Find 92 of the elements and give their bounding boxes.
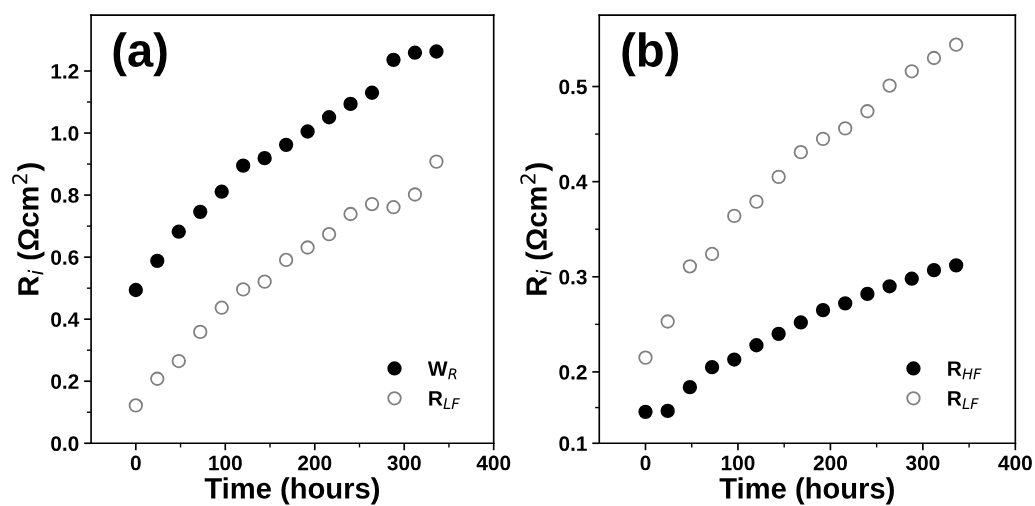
point bbox=[343, 96, 358, 112]
point bbox=[407, 187, 423, 202]
point bbox=[128, 282, 143, 298]
point bbox=[257, 274, 272, 289]
point bbox=[860, 286, 875, 302]
point bbox=[727, 208, 742, 224]
point bbox=[660, 314, 675, 329]
point bbox=[949, 37, 964, 52]
point bbox=[321, 227, 337, 242]
point bbox=[343, 206, 358, 222]
x-axis-title: Time (hours) bbox=[719, 477, 894, 505]
x-tick-label: 400 bbox=[998, 455, 1032, 471]
point bbox=[882, 78, 897, 93]
x-tick-label: 400 bbox=[476, 455, 511, 471]
point bbox=[860, 104, 875, 119]
point bbox=[704, 246, 720, 262]
y-tick-label: 1.0 bbox=[51, 126, 79, 141]
point bbox=[429, 44, 444, 59]
annotation: (a) bbox=[113, 32, 167, 77]
point bbox=[727, 352, 742, 367]
y-tick-label: 1.2 bbox=[51, 64, 79, 79]
point bbox=[193, 324, 208, 340]
point bbox=[407, 45, 423, 60]
point bbox=[214, 184, 229, 199]
y-tick-label: 0.1 bbox=[559, 436, 587, 452]
point bbox=[386, 200, 401, 215]
y-tick-label: 0.6 bbox=[51, 250, 79, 265]
legend-label: W$_{R}$ bbox=[427, 361, 457, 380]
point bbox=[171, 353, 186, 369]
y-tick-label: 0.8 bbox=[51, 188, 79, 203]
point bbox=[749, 194, 764, 209]
y-tick-label: 0.2 bbox=[51, 374, 79, 389]
point bbox=[749, 338, 764, 353]
point bbox=[904, 271, 919, 286]
point bbox=[300, 124, 315, 139]
point bbox=[300, 240, 315, 255]
x-tick-label: 200 bbox=[813, 455, 847, 471]
point bbox=[771, 326, 786, 342]
point bbox=[926, 50, 942, 66]
x-tick-label: 0 bbox=[130, 455, 141, 471]
point bbox=[128, 398, 143, 413]
y-tick-label: 0.0 bbox=[51, 436, 79, 452]
y-tick-label: 0.3 bbox=[559, 269, 587, 285]
point bbox=[815, 302, 831, 318]
point bbox=[236, 158, 251, 173]
point bbox=[793, 315, 808, 330]
point bbox=[682, 259, 698, 274]
point bbox=[771, 169, 786, 185]
point bbox=[949, 258, 964, 273]
point bbox=[704, 359, 720, 375]
point bbox=[171, 224, 186, 239]
point bbox=[838, 121, 853, 136]
point bbox=[838, 296, 853, 311]
point bbox=[638, 404, 653, 420]
point bbox=[321, 110, 337, 125]
legend-label: R$_{HF}$ bbox=[948, 361, 982, 380]
point bbox=[793, 145, 808, 160]
legend-label: R$_{LF}$ bbox=[429, 391, 460, 409]
point bbox=[926, 262, 942, 278]
point bbox=[278, 137, 294, 152]
x-tick-label: 300 bbox=[905, 455, 940, 471]
annotation: (b) bbox=[622, 32, 679, 77]
x-tick-label: 100 bbox=[721, 455, 755, 471]
x-axis-title: Time (hours) bbox=[204, 477, 379, 505]
y-axis-title: R$_{i}$ (Ωcm$^{2}$) bbox=[520, 163, 553, 295]
y-tick-label: 0.4 bbox=[559, 174, 588, 190]
point bbox=[257, 151, 272, 166]
point bbox=[364, 85, 380, 100]
point bbox=[815, 131, 831, 147]
point bbox=[150, 371, 165, 386]
point bbox=[682, 379, 698, 395]
y-tick-label: 0.4 bbox=[51, 312, 80, 327]
legend-label: R$_{LF}$ bbox=[948, 391, 979, 409]
point bbox=[882, 279, 897, 294]
point bbox=[364, 196, 380, 212]
point bbox=[150, 253, 165, 269]
x-tick-label: 0 bbox=[640, 455, 651, 471]
point bbox=[386, 52, 401, 68]
point bbox=[638, 350, 653, 365]
point bbox=[429, 154, 444, 169]
y-axis-title: R$_{i}$ (Ωcm$^{2}$) bbox=[12, 163, 45, 295]
point bbox=[214, 300, 229, 315]
point bbox=[236, 282, 251, 297]
x-tick-label: 100 bbox=[209, 455, 242, 471]
y-tick-label: 0.5 bbox=[559, 79, 587, 95]
point bbox=[278, 252, 294, 268]
x-tick-label: 200 bbox=[298, 455, 332, 471]
y-tick-label: 0.2 bbox=[559, 364, 587, 380]
point bbox=[193, 204, 208, 220]
point bbox=[904, 64, 919, 79]
x-tick-label: 300 bbox=[387, 455, 421, 471]
point bbox=[660, 403, 675, 419]
